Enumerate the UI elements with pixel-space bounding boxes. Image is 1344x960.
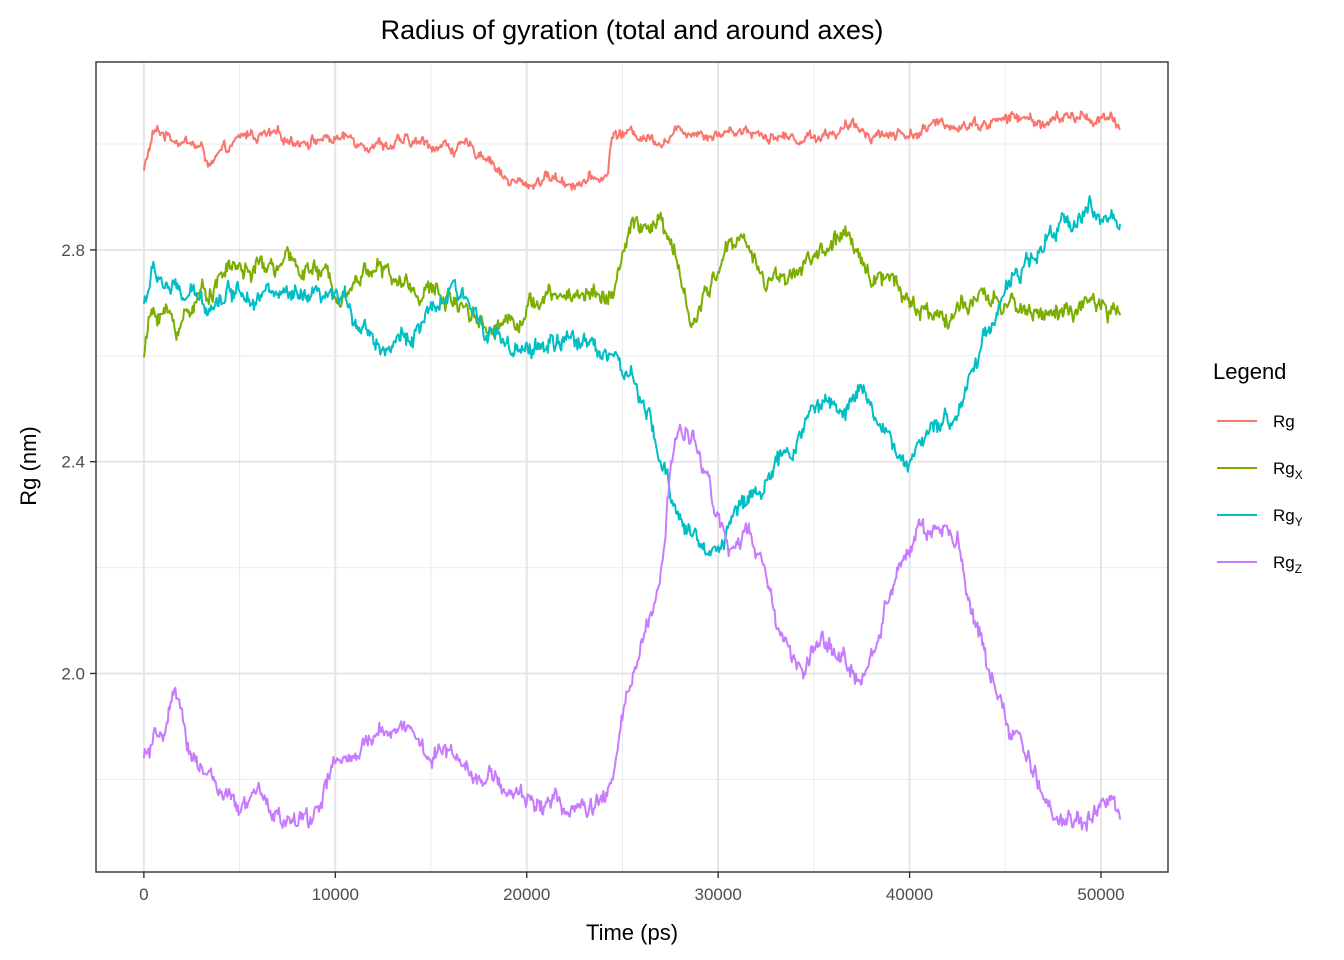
x-axis-title: Time (ps)	[586, 920, 678, 945]
y-tick-label: 2.8	[61, 241, 85, 260]
y-axis-title: Rg (nm)	[16, 426, 41, 505]
plot-border	[95, 61, 1169, 873]
x-tick-label: 0	[139, 885, 148, 904]
series-line-rgz	[142, 423, 1122, 832]
legend-label-rgy: RgY	[1273, 506, 1303, 529]
series-line-rgx	[142, 211, 1122, 358]
legend-title: Legend	[1213, 359, 1286, 384]
plot-panel: 0 10000 20000 30000 40000 50000 2.0 2.4 2.8	[61, 61, 1169, 904]
series-lines	[142, 110, 1122, 832]
x-tick-label: 50000	[1077, 885, 1124, 904]
series-line-rgy	[142, 195, 1122, 557]
y-tick-label: 2.4	[61, 453, 85, 472]
plot-area	[96, 62, 1168, 872]
series-line-rg	[142, 110, 1121, 191]
x-tick-label: 30000	[695, 885, 742, 904]
x-tick-label: 40000	[886, 885, 933, 904]
x-tick-label: 20000	[503, 885, 550, 904]
chart-title: Radius of gyration (total and around axe…	[381, 15, 884, 45]
legend-label-rg: Rg	[1273, 412, 1295, 431]
y-tick-label: 2.0	[61, 664, 85, 683]
legend-label-rgz: RgZ	[1273, 553, 1302, 576]
x-tick-label: 10000	[312, 885, 359, 904]
legend: Legend Rg RgX RgY RgZ	[1213, 359, 1303, 576]
legend-label-rgx: RgX	[1273, 459, 1303, 482]
